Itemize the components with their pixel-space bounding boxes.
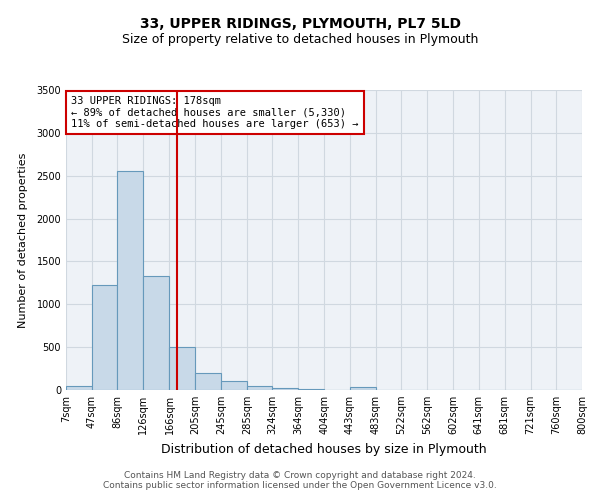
- Bar: [247, 386, 272, 390]
- Text: 33, UPPER RIDINGS, PLYMOUTH, PL7 5LD: 33, UPPER RIDINGS, PLYMOUTH, PL7 5LD: [139, 18, 461, 32]
- Text: Size of property relative to detached houses in Plymouth: Size of property relative to detached ho…: [122, 32, 478, 46]
- X-axis label: Distribution of detached houses by size in Plymouth: Distribution of detached houses by size …: [161, 442, 487, 456]
- Bar: [118, 170, 143, 390]
- Text: Contains HM Land Registry data © Crown copyright and database right 2024.
Contai: Contains HM Land Registry data © Crown c…: [103, 470, 497, 490]
- Y-axis label: Number of detached properties: Number of detached properties: [18, 152, 28, 328]
- Bar: [195, 373, 221, 390]
- Bar: [169, 347, 195, 390]
- Bar: [66, 386, 92, 390]
- Bar: [221, 380, 247, 390]
- Bar: [350, 388, 376, 390]
- Bar: [143, 276, 169, 390]
- Text: 33 UPPER RIDINGS: 178sqm
← 89% of detached houses are smaller (5,330)
11% of sem: 33 UPPER RIDINGS: 178sqm ← 89% of detach…: [71, 96, 359, 129]
- Bar: [92, 286, 118, 390]
- Bar: [298, 389, 325, 390]
- Bar: [272, 388, 298, 390]
